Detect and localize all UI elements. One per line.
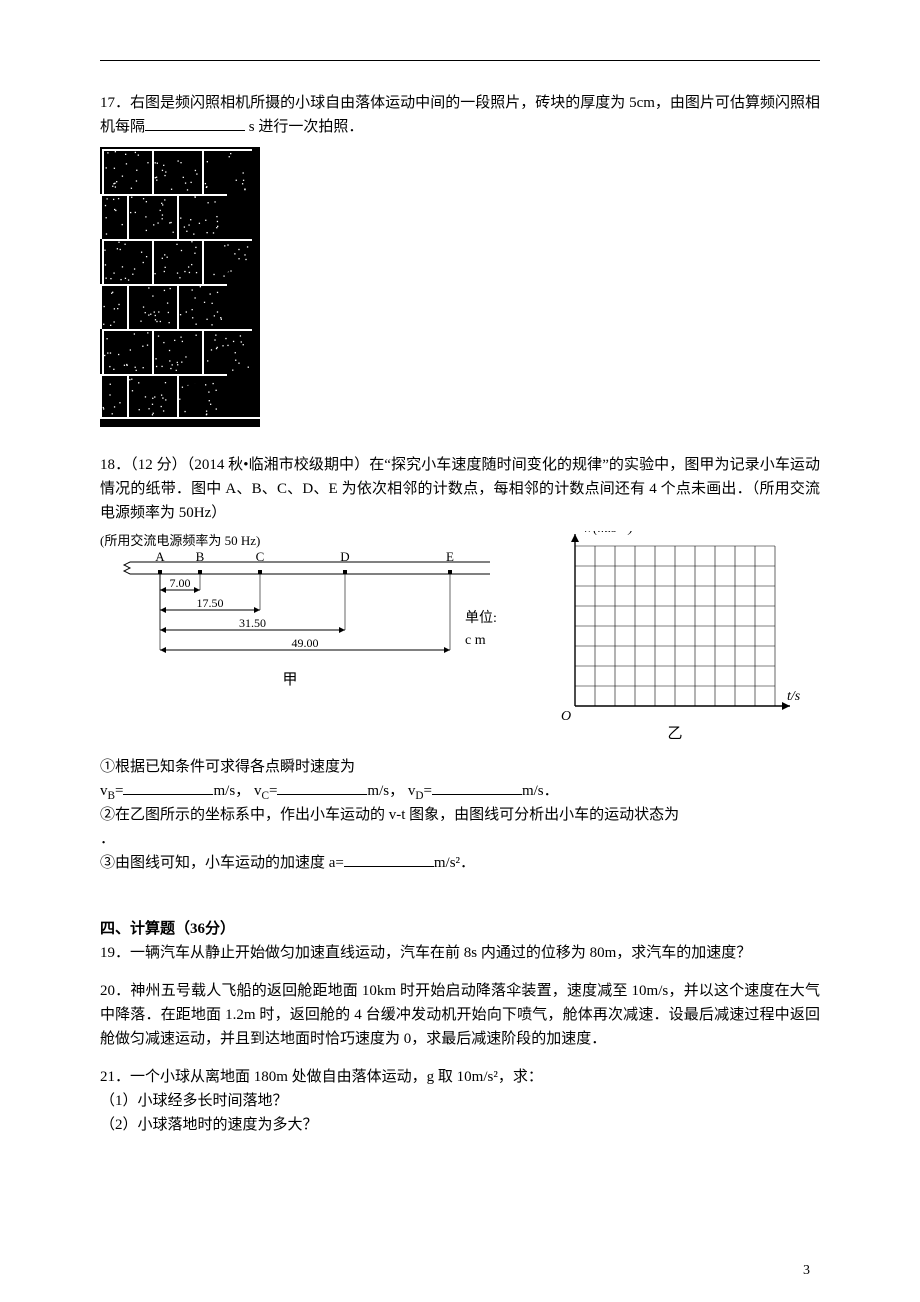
q21-line3: （2）小球落地时的速度为多大？ xyxy=(100,1113,820,1137)
vd-blank xyxy=(432,779,522,795)
header-rule xyxy=(100,60,820,61)
q18-grid: v/(m.s⁻¹) t/s O 乙 xyxy=(540,531,800,751)
svg-text:7.00: 7.00 xyxy=(170,576,191,590)
svg-text:17.50: 17.50 xyxy=(197,596,224,610)
q18-a-blank xyxy=(344,851,434,867)
q17: 17．右图是频闪照相机所摄的小球自由落体运动中间的一段照片，砖块的厚度为 5cm… xyxy=(100,91,820,139)
vb-blank xyxy=(123,779,213,795)
q18-head: 18．（12 分）（2014 秋•临湘市校级期中）在“探究小车速度随时间变化的规… xyxy=(100,453,820,525)
svg-text:c m: c m xyxy=(465,633,486,648)
vc-sub: C xyxy=(261,790,269,802)
q19: 19．一辆汽车从静止开始做匀加速直线运动，汽车在前 8s 内通过的位移为 80m… xyxy=(100,941,820,965)
vd-unit: m/s xyxy=(522,783,544,799)
vb-comma: ， xyxy=(235,783,250,799)
vd-period: ． xyxy=(544,783,559,799)
svg-text:E: E xyxy=(446,552,454,564)
svg-text:O: O xyxy=(561,709,571,724)
svg-text:甲: 甲 xyxy=(282,672,297,688)
vd-sub: D xyxy=(415,790,423,802)
vb-sub: B xyxy=(108,790,116,802)
q18-line2: vB=m/s， vC=m/s， vD=m/s． xyxy=(100,779,820,803)
vb-sym: v xyxy=(100,783,108,799)
q18-line4: ③由图线可知，小车运动的加速度 a= m/s²． xyxy=(100,851,820,875)
svg-text:v/(m.s⁻¹): v/(m.s⁻¹) xyxy=(583,531,633,536)
svg-text:B: B xyxy=(196,552,205,564)
vb-eq: = xyxy=(115,783,123,799)
q18-figures: (所用交流电源频率为 50 Hz) A B C D E 7.00 17.50 31.50 49.… xyxy=(100,531,820,751)
svg-text:t/s: t/s xyxy=(787,689,800,704)
q21-line1: 21．一个小球从离地面 180m 处做自由落体运动，g 取 10m/s²，求： xyxy=(100,1065,820,1089)
vd-eq: = xyxy=(424,783,432,799)
vb-unit: m/s xyxy=(213,783,235,799)
svg-text:C: C xyxy=(256,552,265,564)
vc-blank xyxy=(277,779,367,795)
q18-line3: ②在乙图所示的坐标系中，作出小车运动的 v‐t 图象，由图线可分析出小车的运动状… xyxy=(100,803,820,851)
q17-tail: s 进行一次拍照． xyxy=(245,119,363,135)
q18-line3-text: ②在乙图所示的坐标系中，作出小车运动的 v‐t 图象，由图线可分析出小车的运动状… xyxy=(100,807,679,823)
q21-line2: （1）小球经多长时间落地？ xyxy=(100,1089,820,1113)
vc-comma: ， xyxy=(389,783,404,799)
svg-text:D: D xyxy=(340,552,349,564)
vc-unit: m/s xyxy=(367,783,389,799)
page-number: 3 xyxy=(803,1260,810,1282)
svg-text:单位:: 单位: xyxy=(465,610,497,626)
q18-tape: A B C D E 7.00 17.50 31.50 49.00 单位: c m 甲 xyxy=(100,552,520,692)
q17-image xyxy=(100,147,260,435)
q17-blank xyxy=(145,115,245,131)
svg-text:乙: 乙 xyxy=(667,726,682,742)
svg-text:31.50: 31.50 xyxy=(239,616,266,630)
q18-line4-pre: ③由图线可知，小车运动的加速度 a= xyxy=(100,855,344,871)
vc-eq: = xyxy=(269,783,277,799)
q18-caption-left: (所用交流电源频率为 50 Hz) xyxy=(100,531,520,552)
q20: 20．神州五号载人飞船的返回舱距地面 10km 时开始启动降落伞装置，速度减至 … xyxy=(100,979,820,1051)
section4-title: 四、计算题（36分） xyxy=(100,917,820,941)
svg-text:49.00: 49.00 xyxy=(292,636,319,650)
q18-tape-wrap: (所用交流电源频率为 50 Hz) A B C D E 7.00 17.50 31.50 49.… xyxy=(100,531,520,700)
svg-text:A: A xyxy=(155,552,165,564)
q18-line4-unit: m/s²． xyxy=(434,855,475,871)
q18-line1: ①根据已知条件可求得各点瞬时速度为 xyxy=(100,755,820,779)
